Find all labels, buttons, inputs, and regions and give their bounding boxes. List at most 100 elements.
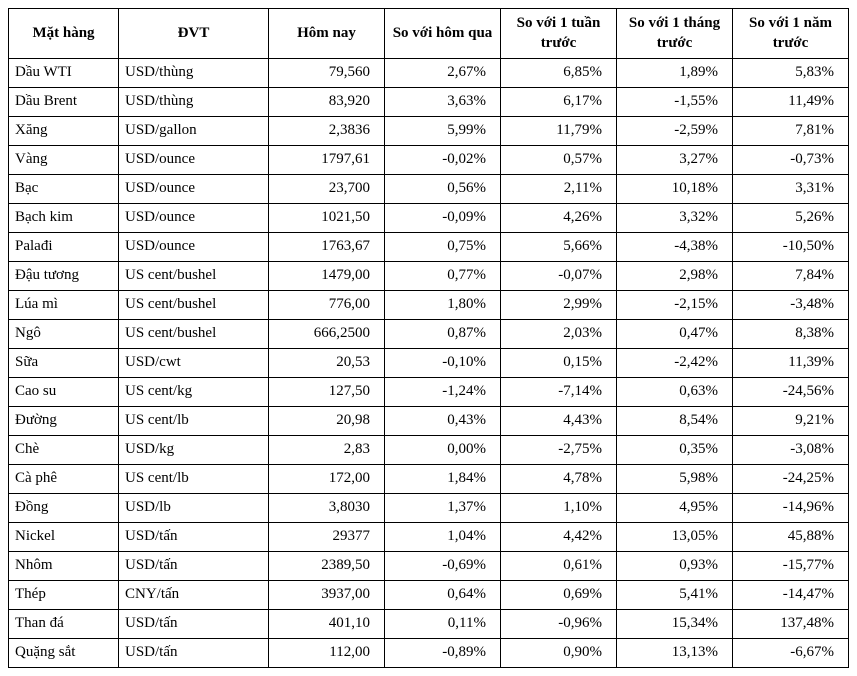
col-header-unit: ĐVT bbox=[119, 9, 269, 59]
table-row: Cà phêUS cent/lb172,001,84%4,78%5,98%-24… bbox=[9, 464, 849, 493]
unit-cell: USD/tấn bbox=[119, 638, 269, 667]
unit-cell: USD/tấn bbox=[119, 609, 269, 638]
today-cell: 29377 bbox=[269, 522, 385, 551]
vs-day-cell: -0,09% bbox=[385, 203, 501, 232]
vs-day-cell: 3,63% bbox=[385, 87, 501, 116]
today-cell: 2389,50 bbox=[269, 551, 385, 580]
commodity-cell: Quặng sắt bbox=[9, 638, 119, 667]
col-header-vs-day: So với hôm qua bbox=[385, 9, 501, 59]
vs-day-cell: -0,89% bbox=[385, 638, 501, 667]
header-row: Mặt hàng ĐVT Hôm nay So với hôm qua So v… bbox=[9, 9, 849, 59]
vs-day-cell: -0,69% bbox=[385, 551, 501, 580]
vs-week-cell: 6,85% bbox=[501, 58, 617, 87]
unit-cell: USD/ounce bbox=[119, 203, 269, 232]
commodity-cell: Đồng bbox=[9, 493, 119, 522]
vs-day-cell: 0,11% bbox=[385, 609, 501, 638]
vs-week-cell: 2,11% bbox=[501, 174, 617, 203]
vs-day-cell: 2,67% bbox=[385, 58, 501, 87]
vs-year-cell: -15,77% bbox=[733, 551, 849, 580]
table-row: VàngUSD/ounce1797,61-0,02%0,57%3,27%-0,7… bbox=[9, 145, 849, 174]
table-row: NgôUS cent/bushel666,25000,87%2,03%0,47%… bbox=[9, 319, 849, 348]
vs-day-cell: -1,24% bbox=[385, 377, 501, 406]
vs-month-cell: 13,13% bbox=[617, 638, 733, 667]
vs-month-cell: 3,27% bbox=[617, 145, 733, 174]
vs-month-cell: 5,98% bbox=[617, 464, 733, 493]
unit-cell: US cent/lb bbox=[119, 464, 269, 493]
vs-day-cell: 0,00% bbox=[385, 435, 501, 464]
today-cell: 127,50 bbox=[269, 377, 385, 406]
vs-day-cell: 1,37% bbox=[385, 493, 501, 522]
table-row: PalađiUSD/ounce1763,670,75%5,66%-4,38%-1… bbox=[9, 232, 849, 261]
commodity-cell: Ngô bbox=[9, 319, 119, 348]
vs-year-cell: 11,49% bbox=[733, 87, 849, 116]
commodity-cell: Cà phê bbox=[9, 464, 119, 493]
vs-year-cell: 5,26% bbox=[733, 203, 849, 232]
commodity-cell: Bạc bbox=[9, 174, 119, 203]
table-row: ĐườngUS cent/lb20,980,43%4,43%8,54%9,21% bbox=[9, 406, 849, 435]
today-cell: 1797,61 bbox=[269, 145, 385, 174]
vs-month-cell: -4,38% bbox=[617, 232, 733, 261]
unit-cell: US cent/kg bbox=[119, 377, 269, 406]
unit-cell: USD/cwt bbox=[119, 348, 269, 377]
vs-week-cell: 0,61% bbox=[501, 551, 617, 580]
table-row: Cao suUS cent/kg127,50-1,24%-7,14%0,63%-… bbox=[9, 377, 849, 406]
vs-week-cell: 0,15% bbox=[501, 348, 617, 377]
commodity-cell: Sữa bbox=[9, 348, 119, 377]
vs-year-cell: -10,50% bbox=[733, 232, 849, 261]
table-row: Lúa mìUS cent/bushel776,001,80%2,99%-2,1… bbox=[9, 290, 849, 319]
today-cell: 2,83 bbox=[269, 435, 385, 464]
vs-week-cell: -7,14% bbox=[501, 377, 617, 406]
today-cell: 23,700 bbox=[269, 174, 385, 203]
table-row: NhômUSD/tấn2389,50-0,69%0,61%0,93%-15,77… bbox=[9, 551, 849, 580]
vs-day-cell: 0,43% bbox=[385, 406, 501, 435]
commodity-price-table: Mặt hàng ĐVT Hôm nay So với hôm qua So v… bbox=[8, 8, 849, 668]
vs-year-cell: -3,08% bbox=[733, 435, 849, 464]
col-header-commodity: Mặt hàng bbox=[9, 9, 119, 59]
today-cell: 112,00 bbox=[269, 638, 385, 667]
today-cell: 776,00 bbox=[269, 290, 385, 319]
today-cell: 1479,00 bbox=[269, 261, 385, 290]
vs-year-cell: -14,96% bbox=[733, 493, 849, 522]
commodity-cell: Đậu tương bbox=[9, 261, 119, 290]
vs-year-cell: 7,84% bbox=[733, 261, 849, 290]
vs-day-cell: -0,10% bbox=[385, 348, 501, 377]
unit-cell: USD/tấn bbox=[119, 551, 269, 580]
vs-year-cell: -3,48% bbox=[733, 290, 849, 319]
vs-day-cell: 0,56% bbox=[385, 174, 501, 203]
vs-week-cell: 0,90% bbox=[501, 638, 617, 667]
vs-year-cell: 5,83% bbox=[733, 58, 849, 87]
vs-month-cell: 3,32% bbox=[617, 203, 733, 232]
vs-week-cell: -0,96% bbox=[501, 609, 617, 638]
table-row: BạcUSD/ounce23,7000,56%2,11%10,18%3,31% bbox=[9, 174, 849, 203]
table-row: ThépCNY/tấn3937,000,64%0,69%5,41%-14,47% bbox=[9, 580, 849, 609]
vs-year-cell: -6,67% bbox=[733, 638, 849, 667]
unit-cell: USD/ounce bbox=[119, 145, 269, 174]
table-row: ĐồngUSD/lb3,80301,37%1,10%4,95%-14,96% bbox=[9, 493, 849, 522]
vs-week-cell: 6,17% bbox=[501, 87, 617, 116]
unit-cell: USD/lb bbox=[119, 493, 269, 522]
vs-month-cell: -2,15% bbox=[617, 290, 733, 319]
unit-cell: US cent/bushel bbox=[119, 319, 269, 348]
vs-week-cell: 2,03% bbox=[501, 319, 617, 348]
vs-day-cell: 0,87% bbox=[385, 319, 501, 348]
vs-year-cell: 137,48% bbox=[733, 609, 849, 638]
today-cell: 2,3836 bbox=[269, 116, 385, 145]
vs-year-cell: -0,73% bbox=[733, 145, 849, 174]
vs-month-cell: 10,18% bbox=[617, 174, 733, 203]
vs-week-cell: 4,78% bbox=[501, 464, 617, 493]
vs-week-cell: 4,26% bbox=[501, 203, 617, 232]
unit-cell: USD/tấn bbox=[119, 522, 269, 551]
vs-month-cell: 4,95% bbox=[617, 493, 733, 522]
unit-cell: USD/thùng bbox=[119, 87, 269, 116]
unit-cell: USD/ounce bbox=[119, 174, 269, 203]
today-cell: 1021,50 bbox=[269, 203, 385, 232]
vs-week-cell: 2,99% bbox=[501, 290, 617, 319]
commodity-cell: Bạch kim bbox=[9, 203, 119, 232]
commodity-cell: Dầu Brent bbox=[9, 87, 119, 116]
vs-year-cell: -24,56% bbox=[733, 377, 849, 406]
commodity-cell: Dầu WTI bbox=[9, 58, 119, 87]
vs-year-cell: 11,39% bbox=[733, 348, 849, 377]
unit-cell: USD/thùng bbox=[119, 58, 269, 87]
today-cell: 666,2500 bbox=[269, 319, 385, 348]
table-body: Dầu WTIUSD/thùng79,5602,67%6,85%1,89%5,8… bbox=[9, 58, 849, 667]
